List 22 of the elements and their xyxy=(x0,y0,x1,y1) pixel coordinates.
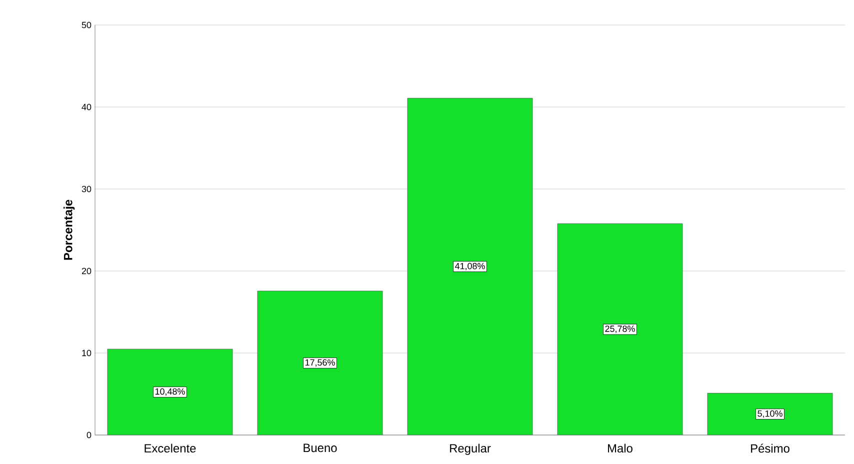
data-label: 10,48% xyxy=(155,388,185,396)
data-label: 41,08% xyxy=(455,262,485,270)
x-tick-label: Excelente xyxy=(144,444,196,453)
y-tick-label: 20 xyxy=(82,268,92,274)
x-tick-label: Regular xyxy=(450,444,491,455)
y-axis-title: Porcentaje xyxy=(64,200,75,260)
x-tick-label: Bueno xyxy=(304,444,337,452)
bar xyxy=(707,392,833,435)
data-label: 25,78% xyxy=(605,326,635,333)
data-label: 17,56% xyxy=(305,359,335,367)
x-tick-label: Pésimo xyxy=(751,444,790,453)
y-tick-label: 50 xyxy=(82,22,92,28)
x-tick-label: Malo xyxy=(608,444,632,453)
y-tick-label: 10 xyxy=(82,350,92,356)
y-tick-label: 30 xyxy=(82,186,92,192)
data-label: 5,10% xyxy=(758,410,782,418)
bar xyxy=(557,223,683,435)
bar xyxy=(257,290,383,435)
bar xyxy=(107,348,233,435)
bar xyxy=(407,98,533,435)
y-tick-label: 40 xyxy=(82,104,92,110)
y-tick-label: 0 xyxy=(86,432,92,438)
